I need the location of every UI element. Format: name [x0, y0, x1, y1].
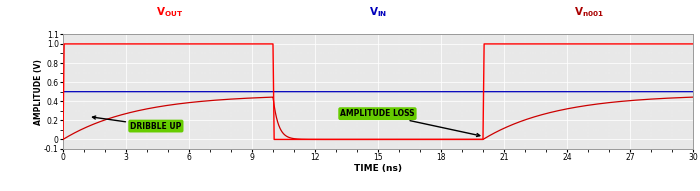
Text: $\mathbf{V_{n001}}$: $\mathbf{V_{n001}}$	[574, 6, 604, 19]
Text: $\mathbf{V_{OUT}}$: $\mathbf{V_{OUT}}$	[157, 6, 183, 19]
Text: DRIBBLE UP: DRIBBLE UP	[92, 116, 181, 131]
X-axis label: TIME (ns): TIME (ns)	[354, 163, 402, 172]
Text: AMPLITUDE LOSS: AMPLITUDE LOSS	[340, 109, 480, 137]
Y-axis label: AMPLITUDE (V): AMPLITUDE (V)	[34, 59, 43, 125]
Text: $\mathbf{V_{IN}}$: $\mathbf{V_{IN}}$	[369, 6, 387, 19]
